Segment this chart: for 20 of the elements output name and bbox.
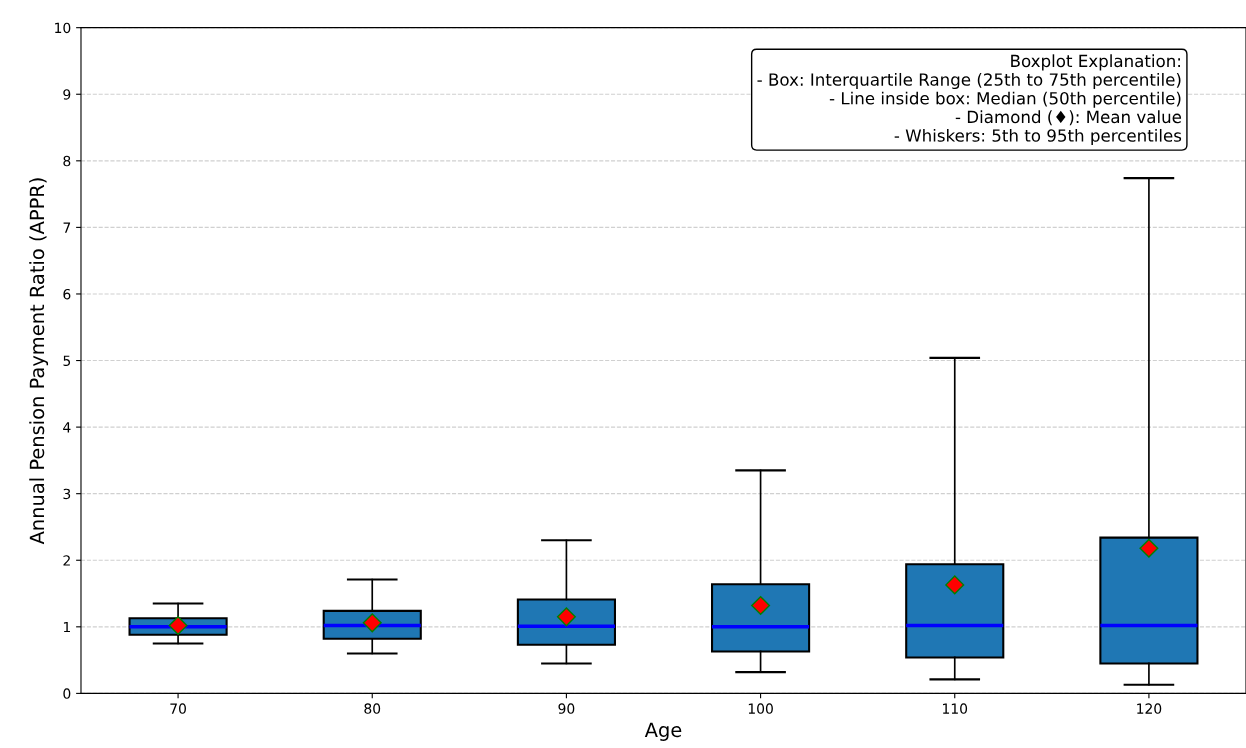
y-tick-label: 9 — [63, 89, 71, 100]
x-tick-label: 90 — [558, 703, 575, 714]
x-tick-label: 100 — [748, 703, 773, 714]
x-tick-label: 120 — [1137, 703, 1162, 714]
y-tick-label: 5 — [63, 355, 71, 367]
y-tick-label: 7 — [63, 222, 71, 233]
x-tick-label: 110 — [943, 703, 968, 714]
y-tick-label: 8 — [63, 155, 71, 167]
y-axis-title: Annual Pension Payment Ratio (APPR) — [29, 178, 49, 545]
x-tick-label: 70 — [170, 703, 186, 714]
annotation: Boxplot Explanation: - Box: Interquartile Range (25th to 75th percentile) - Line inside box: Median (50th percentile) - Diamond (♦): Mean value - Whiskers: 5th to 95th percentiles — [757, 54, 1182, 146]
y-tick-label: 0 — [63, 688, 71, 699]
y-tick-label: 6 — [63, 288, 71, 300]
y-tick-label: 2 — [63, 555, 70, 566]
y-tick-label: 4 — [63, 422, 71, 433]
y-tick-label: 3 — [63, 488, 71, 500]
x-tick-label: 80 — [364, 703, 381, 714]
x-axis-title: Age — [644, 722, 682, 741]
y-tick-label: 1 — [63, 621, 70, 633]
y-tick-label: 10 — [55, 22, 71, 34]
